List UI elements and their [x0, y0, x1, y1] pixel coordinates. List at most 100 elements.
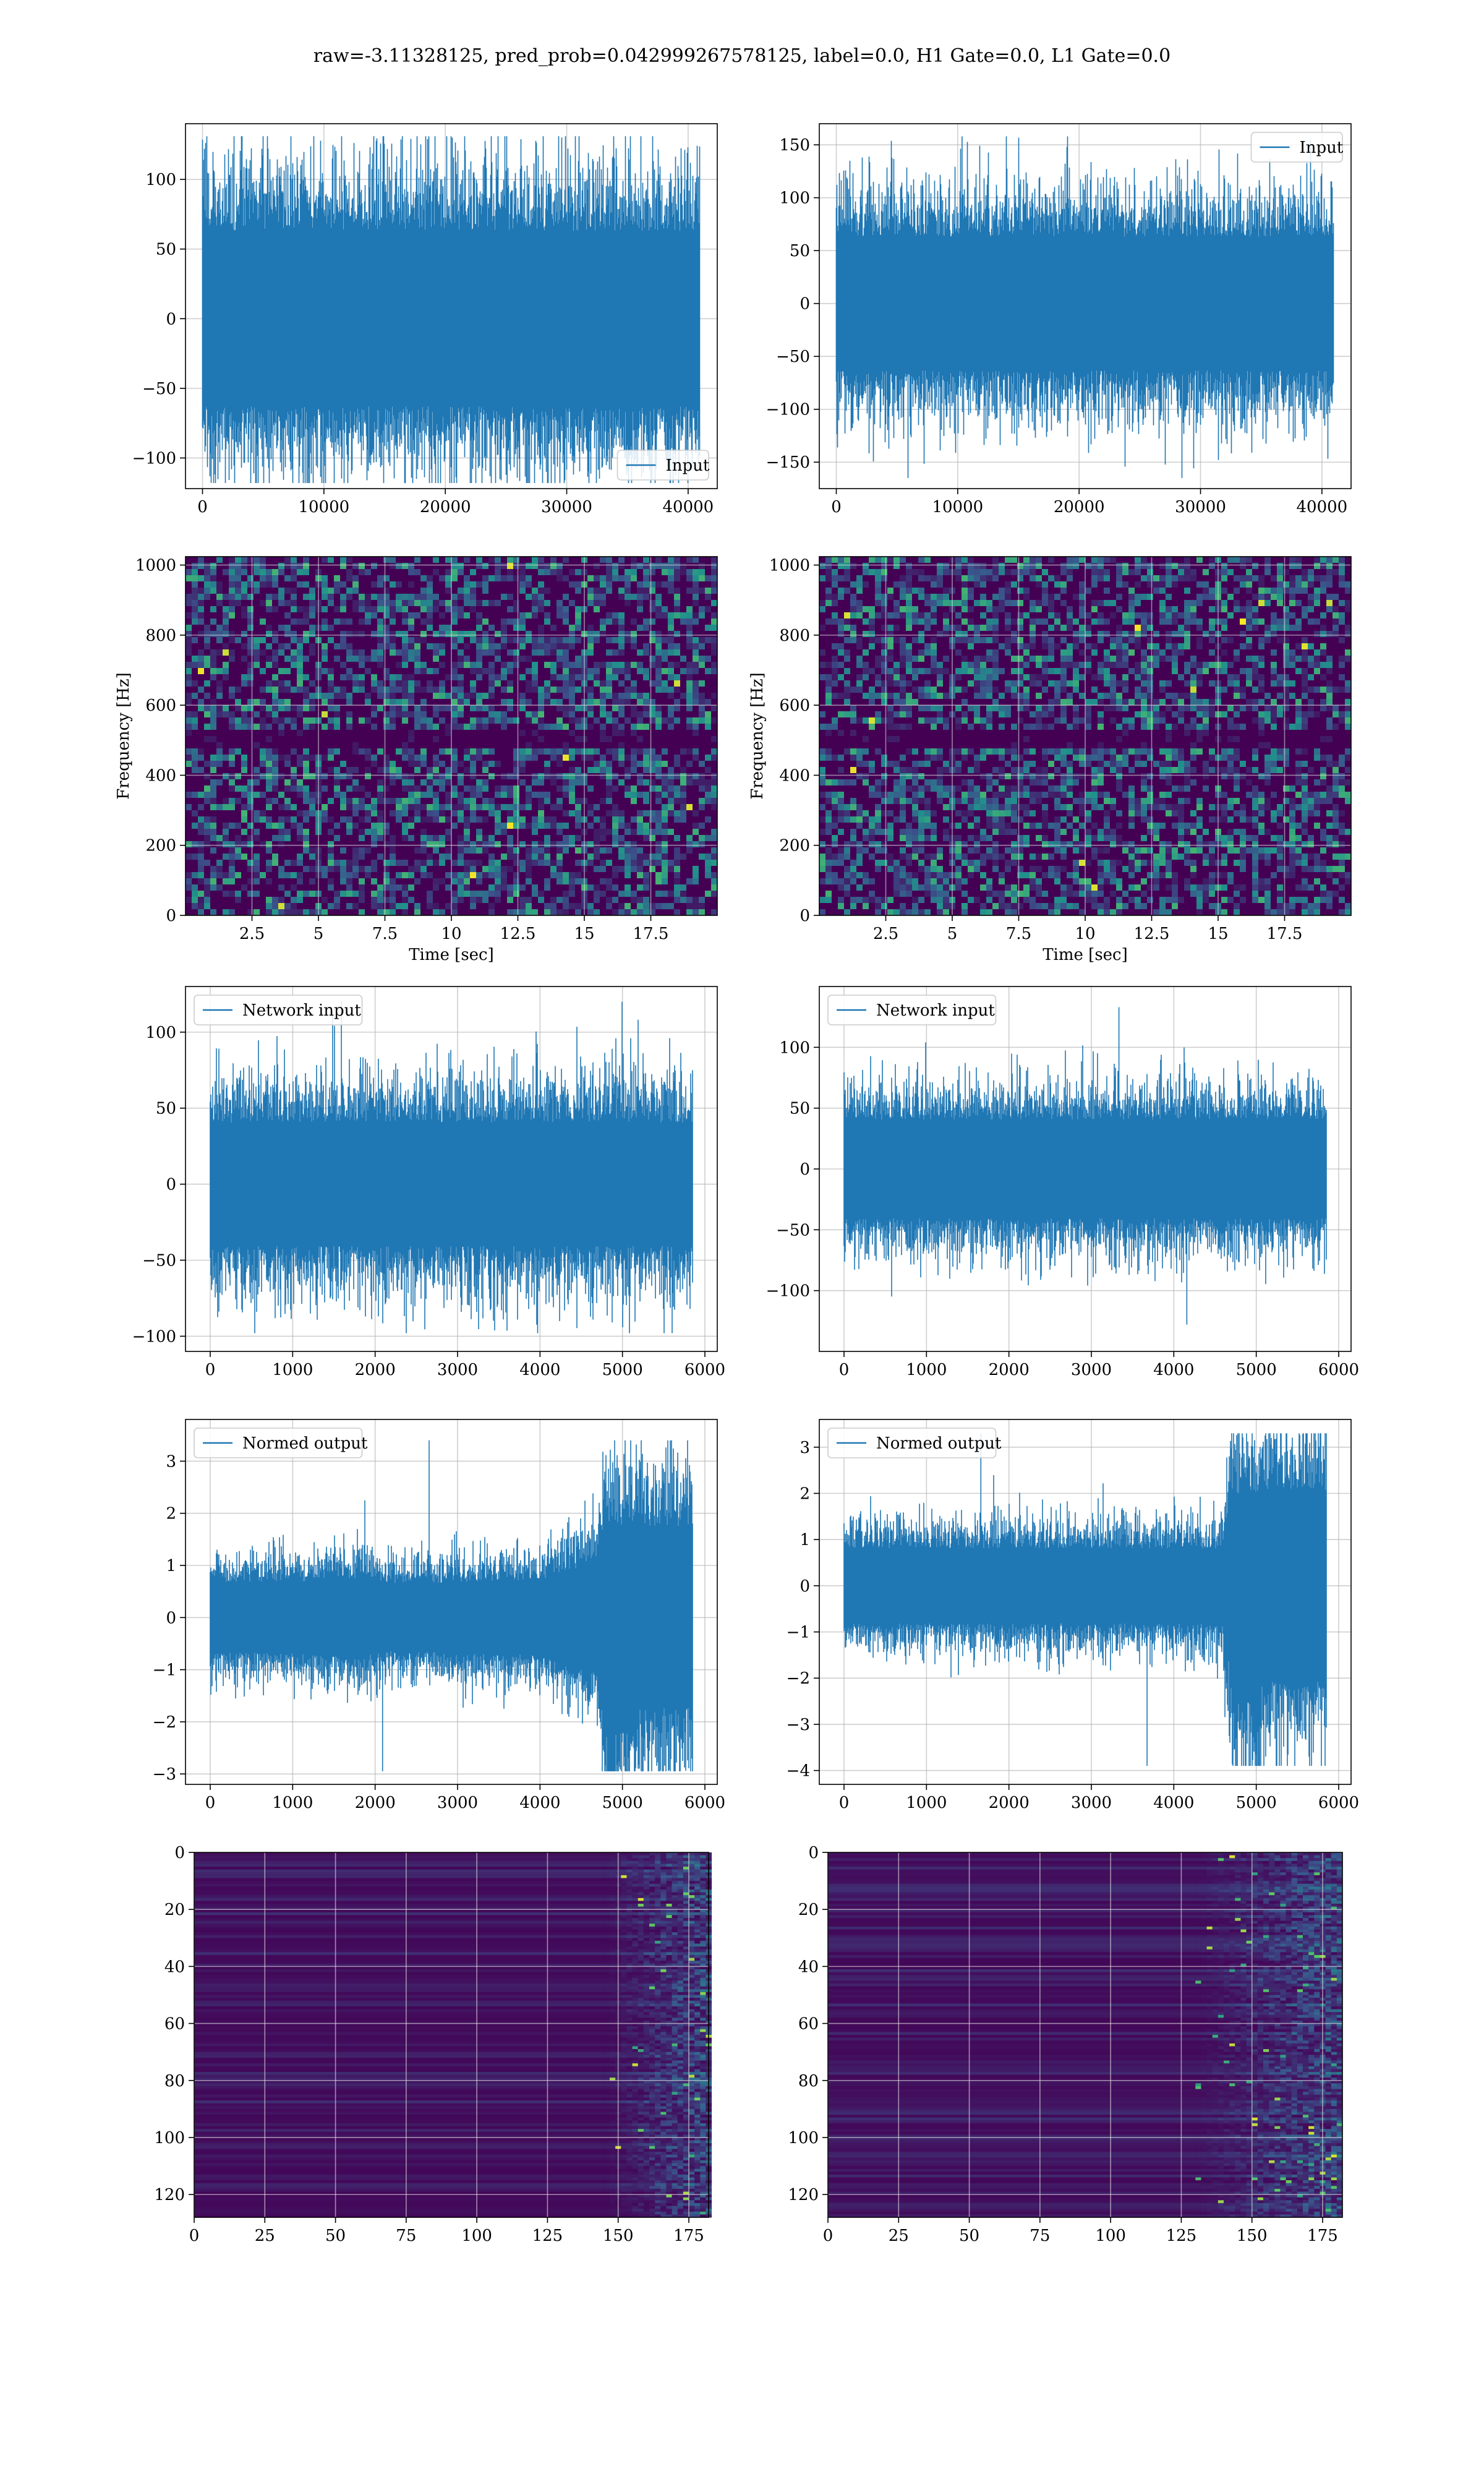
x-tick-label: 3000	[1071, 1794, 1112, 1812]
x-tick-label: 40000	[663, 498, 714, 516]
x-tick-label: 1000	[272, 1794, 313, 1812]
y-tick-label: 0	[166, 1609, 176, 1627]
data-series-core	[844, 1136, 1326, 1202]
y-tick-label: 600	[145, 696, 176, 715]
h1-spectrogram-axes: 2.5 5 7.5 10 12.5 15 17.5 0 200 400 600 800 1000 Time…	[114, 556, 718, 964]
l1-normed-output-axes: 0 1000 2000 3000 4000 5000 6000 −4 −3 −2 −1 0 1 2 3 Nor…	[787, 1419, 1359, 1812]
legend-box	[827, 995, 997, 1025]
x-tick-label: 7.5	[1006, 925, 1031, 943]
y-tick-label: 50	[790, 1100, 810, 1118]
y-tick-label: 50	[790, 242, 810, 260]
y-tick-label: 0	[800, 907, 810, 925]
x-tick-label: 6000	[684, 1361, 725, 1379]
x-tick-label: 10	[441, 925, 461, 943]
x-tick-label: 0	[197, 498, 208, 516]
x-tick-label: 175	[673, 2227, 704, 2245]
heatmap-cells	[194, 1852, 712, 2218]
y-tick-label: 80	[798, 2072, 819, 2091]
y-axis-label: Frequency [Hz]	[114, 672, 133, 800]
y-tick-label: −100	[132, 449, 176, 468]
legend-label: Input	[1300, 139, 1344, 157]
x-tick-label: 5000	[1236, 1361, 1277, 1379]
legend-label: Network input	[876, 1001, 995, 1020]
axes-frame	[185, 986, 718, 1352]
x-tick-label: 10	[1075, 925, 1095, 943]
x-tick-label: 15	[1208, 925, 1228, 943]
y-tick-label: 400	[779, 766, 810, 785]
x-tick-label: 125	[1166, 2227, 1197, 2245]
h1-activation-map-axes: 0 25 50 75 100 125 150 175 0 20 40 60 80 100 120	[154, 1844, 712, 2245]
x-tick-label: 125	[532, 2227, 563, 2245]
x-tick-label: 6000	[1318, 1361, 1359, 1379]
x-tick-label: 0	[831, 498, 842, 516]
x-tick-label: 7.5	[372, 925, 398, 943]
y-tick-label: 20	[798, 1901, 819, 1919]
x-tick-label: 20000	[420, 498, 471, 516]
l1-activation-map-axes: 0 25 50 75 100 125 150 175 0 20 40 60 80 100 120	[788, 1844, 1343, 2245]
y-tick-label: 2	[166, 1505, 176, 1523]
x-tick-label: 4000	[1153, 1794, 1194, 1812]
y-tick-label: 120	[154, 2186, 185, 2204]
x-tick-label: 75	[396, 2227, 416, 2245]
y-tick-label: 50	[156, 1100, 176, 1118]
axes-container: 0 10000 20000 30000 40000−100−50050100Input0…	[114, 123, 1359, 2245]
y-tick-label: −1	[153, 1661, 176, 1680]
y-tick-label: 1	[166, 1557, 176, 1575]
y-tick-label: 60	[798, 2015, 819, 2034]
x-tick-label: 12.5	[500, 925, 536, 943]
x-tick-label: 0	[839, 1794, 850, 1812]
l1-input-axes: 0 10000 20000 30000 40000 −150 −100 −50 0 50 100 15…	[766, 123, 1352, 516]
y-tick-label: 100	[145, 171, 176, 189]
y-tick-label: 200	[145, 837, 176, 855]
legend-label: Input	[666, 456, 710, 475]
x-tick-label: 17.5	[633, 925, 669, 943]
y-tick-label: −50	[142, 1252, 176, 1270]
y-tick-label: 1000	[135, 557, 176, 575]
x-tick-label: 0	[205, 1361, 216, 1379]
y-tick-label: 0	[166, 310, 176, 328]
x-tick-label: 2000	[355, 1361, 396, 1379]
x-tick-label: 17.5	[1267, 925, 1303, 943]
x-tick-label: 10000	[932, 498, 983, 516]
y-tick-label: 1000	[769, 557, 810, 575]
y-tick-label: 100	[154, 2129, 185, 2147]
axes-frame	[827, 1852, 1343, 2218]
legend-label: Normed output	[242, 1434, 368, 1453]
x-tick-label: 40000	[1297, 498, 1348, 516]
x-tick-label: 10000	[298, 498, 349, 516]
axes-frame	[819, 123, 1352, 489]
x-tick-label: 30000	[1175, 498, 1226, 516]
y-tick-label: 20	[164, 1901, 185, 1919]
x-tick-label: 175	[1307, 2227, 1338, 2245]
x-tick-label: 1000	[906, 1794, 947, 1812]
x-tick-label: 50	[959, 2227, 979, 2245]
y-tick-label: −2	[153, 1713, 176, 1732]
y-tick-label: −50	[776, 348, 810, 366]
y-tick-label: 80	[164, 2072, 185, 2091]
x-axis-label: Time [sec]	[1043, 946, 1128, 964]
h1-network-input-axes: 0 1000 2000 3000 4000 5000 6000 −100 −50 0 50 100 Ne…	[132, 986, 725, 1379]
x-tick-label: 100	[461, 2227, 492, 2245]
axes-frame	[185, 123, 718, 489]
y-tick-label: −100	[766, 1282, 810, 1301]
x-tick-label: 12.5	[1134, 925, 1170, 943]
y-tick-label: 400	[145, 766, 176, 785]
y-tick-label: 100	[788, 2129, 819, 2147]
x-tick-label: 5000	[602, 1794, 643, 1812]
x-tick-label: 30000	[541, 498, 592, 516]
x-tick-label: 0	[823, 2227, 834, 2245]
y-tick-label: 0	[166, 907, 176, 925]
y-tick-label: 800	[779, 627, 810, 645]
data-series-core	[202, 260, 700, 377]
y-tick-label: 1	[800, 1531, 810, 1549]
y-tick-label: −150	[766, 453, 810, 472]
x-tick-label: 0	[189, 2227, 200, 2245]
x-tick-label: 6000	[1318, 1794, 1359, 1812]
x-tick-label: 4000	[1153, 1361, 1194, 1379]
x-tick-label: 5000	[602, 1361, 643, 1379]
x-tick-label: 150	[603, 2227, 634, 2245]
x-tick-label: 2000	[989, 1794, 1030, 1812]
y-tick-label: −100	[766, 401, 810, 419]
x-tick-label: 100	[1095, 2227, 1126, 2245]
x-tick-label: 15	[574, 925, 594, 943]
